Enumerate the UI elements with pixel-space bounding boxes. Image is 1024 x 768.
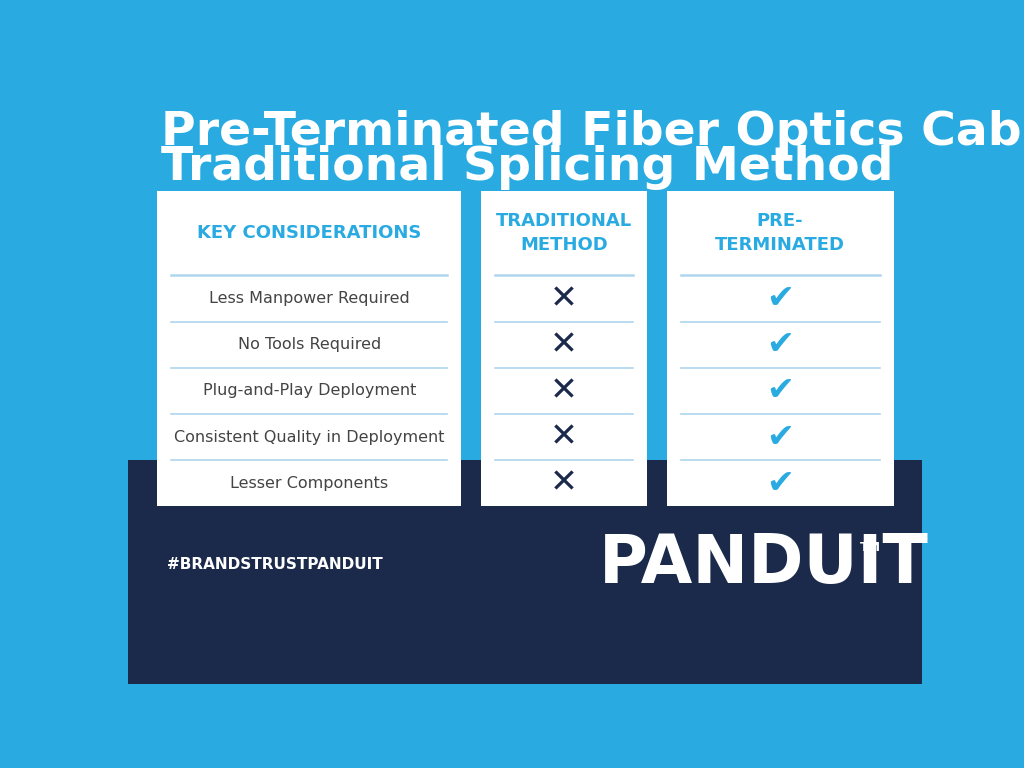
Text: ✔: ✔: [766, 328, 795, 361]
Text: ✔: ✔: [766, 282, 795, 315]
Text: PANDUIT: PANDUIT: [599, 531, 929, 598]
Bar: [480, 190, 647, 506]
Text: #BRANDSTRUSTPANDUIT: #BRANDSTRUSTPANDUIT: [167, 557, 383, 571]
Text: Less Manpower Required: Less Manpower Required: [209, 291, 410, 306]
Text: ✕: ✕: [550, 375, 578, 407]
Text: Pre-Terminated Fiber Optics Cabling vs: Pre-Terminated Fiber Optics Cabling vs: [161, 110, 1024, 155]
Text: PRE-
TERMINATED: PRE- TERMINATED: [715, 212, 845, 254]
Text: Plug-and-Play Deployment: Plug-and-Play Deployment: [203, 383, 416, 399]
Bar: [128, 460, 922, 684]
Bar: [667, 190, 894, 506]
Bar: [158, 190, 461, 506]
Text: ✔: ✔: [766, 421, 795, 454]
Text: ✕: ✕: [550, 467, 578, 500]
Text: TRADITIONAL
METHOD: TRADITIONAL METHOD: [496, 212, 632, 254]
Text: KEY CONSIDERATIONS: KEY CONSIDERATIONS: [198, 224, 422, 242]
Text: TM: TM: [860, 541, 882, 554]
Text: ✕: ✕: [550, 328, 578, 361]
Text: Lesser Components: Lesser Components: [230, 476, 388, 491]
Text: ✕: ✕: [550, 282, 578, 315]
Text: Consistent Quality in Deployment: Consistent Quality in Deployment: [174, 429, 444, 445]
Text: Traditional Splicing Method: Traditional Splicing Method: [161, 144, 893, 190]
Text: ✔: ✔: [766, 375, 795, 407]
Text: ✕: ✕: [550, 421, 578, 454]
Text: ✔: ✔: [766, 467, 795, 500]
Text: No Tools Required: No Tools Required: [238, 337, 381, 353]
